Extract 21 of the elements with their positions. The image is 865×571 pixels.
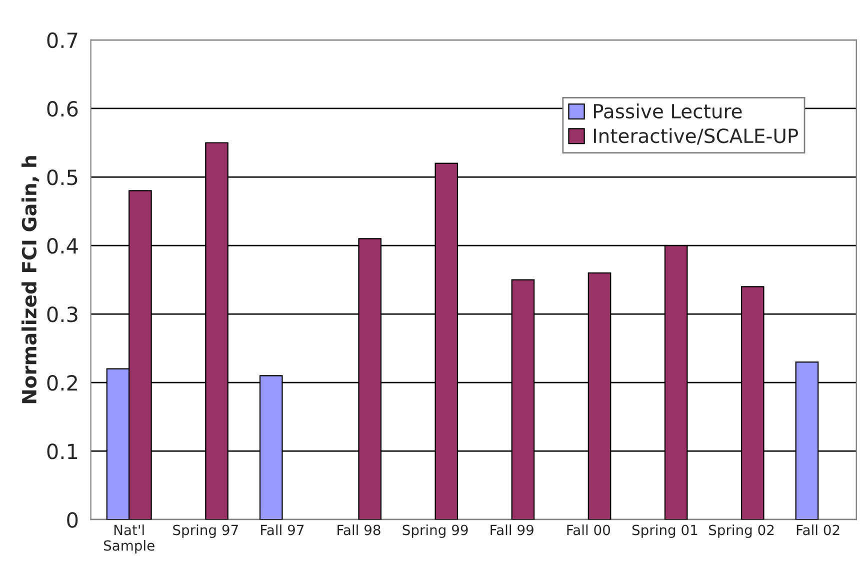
y-axis-title: Normalized FCI Gain, h (22, 156, 40, 404)
legend-label: Interactive/SCALE-UP (594, 128, 798, 145)
y-tick-label: 0.4 (47, 238, 78, 254)
x-tick-label: Fall 99 (490, 524, 534, 536)
x-tick-label: Fall 00 (567, 524, 610, 536)
x-tick-label: Spring 02 (708, 524, 774, 538)
x-tick-label: Fall 02 (796, 524, 840, 536)
x-tick-label: Nat'l Sample (104, 524, 154, 554)
x-tick-label: Fall 98 (338, 524, 380, 536)
y-tick-label: 0.7 (47, 32, 78, 48)
y-tick-label: 0.1 (47, 444, 78, 460)
x-tick-label: Fall 97 (261, 524, 304, 536)
y-tick-label: 0.5 (47, 169, 78, 186)
y-tick-label: 0.6 (47, 100, 78, 117)
legend-label: Passive Lecture (594, 103, 742, 119)
y-tick-label: 0.3 (47, 306, 78, 322)
y-tick-label: 0 (67, 512, 78, 528)
x-tick-label: Spring 01 (632, 524, 698, 538)
x-tick-label: Spring 99 (402, 524, 468, 538)
y-tick-label: 0.2 (47, 375, 77, 391)
x-tick-label: Spring 97 (173, 524, 238, 538)
